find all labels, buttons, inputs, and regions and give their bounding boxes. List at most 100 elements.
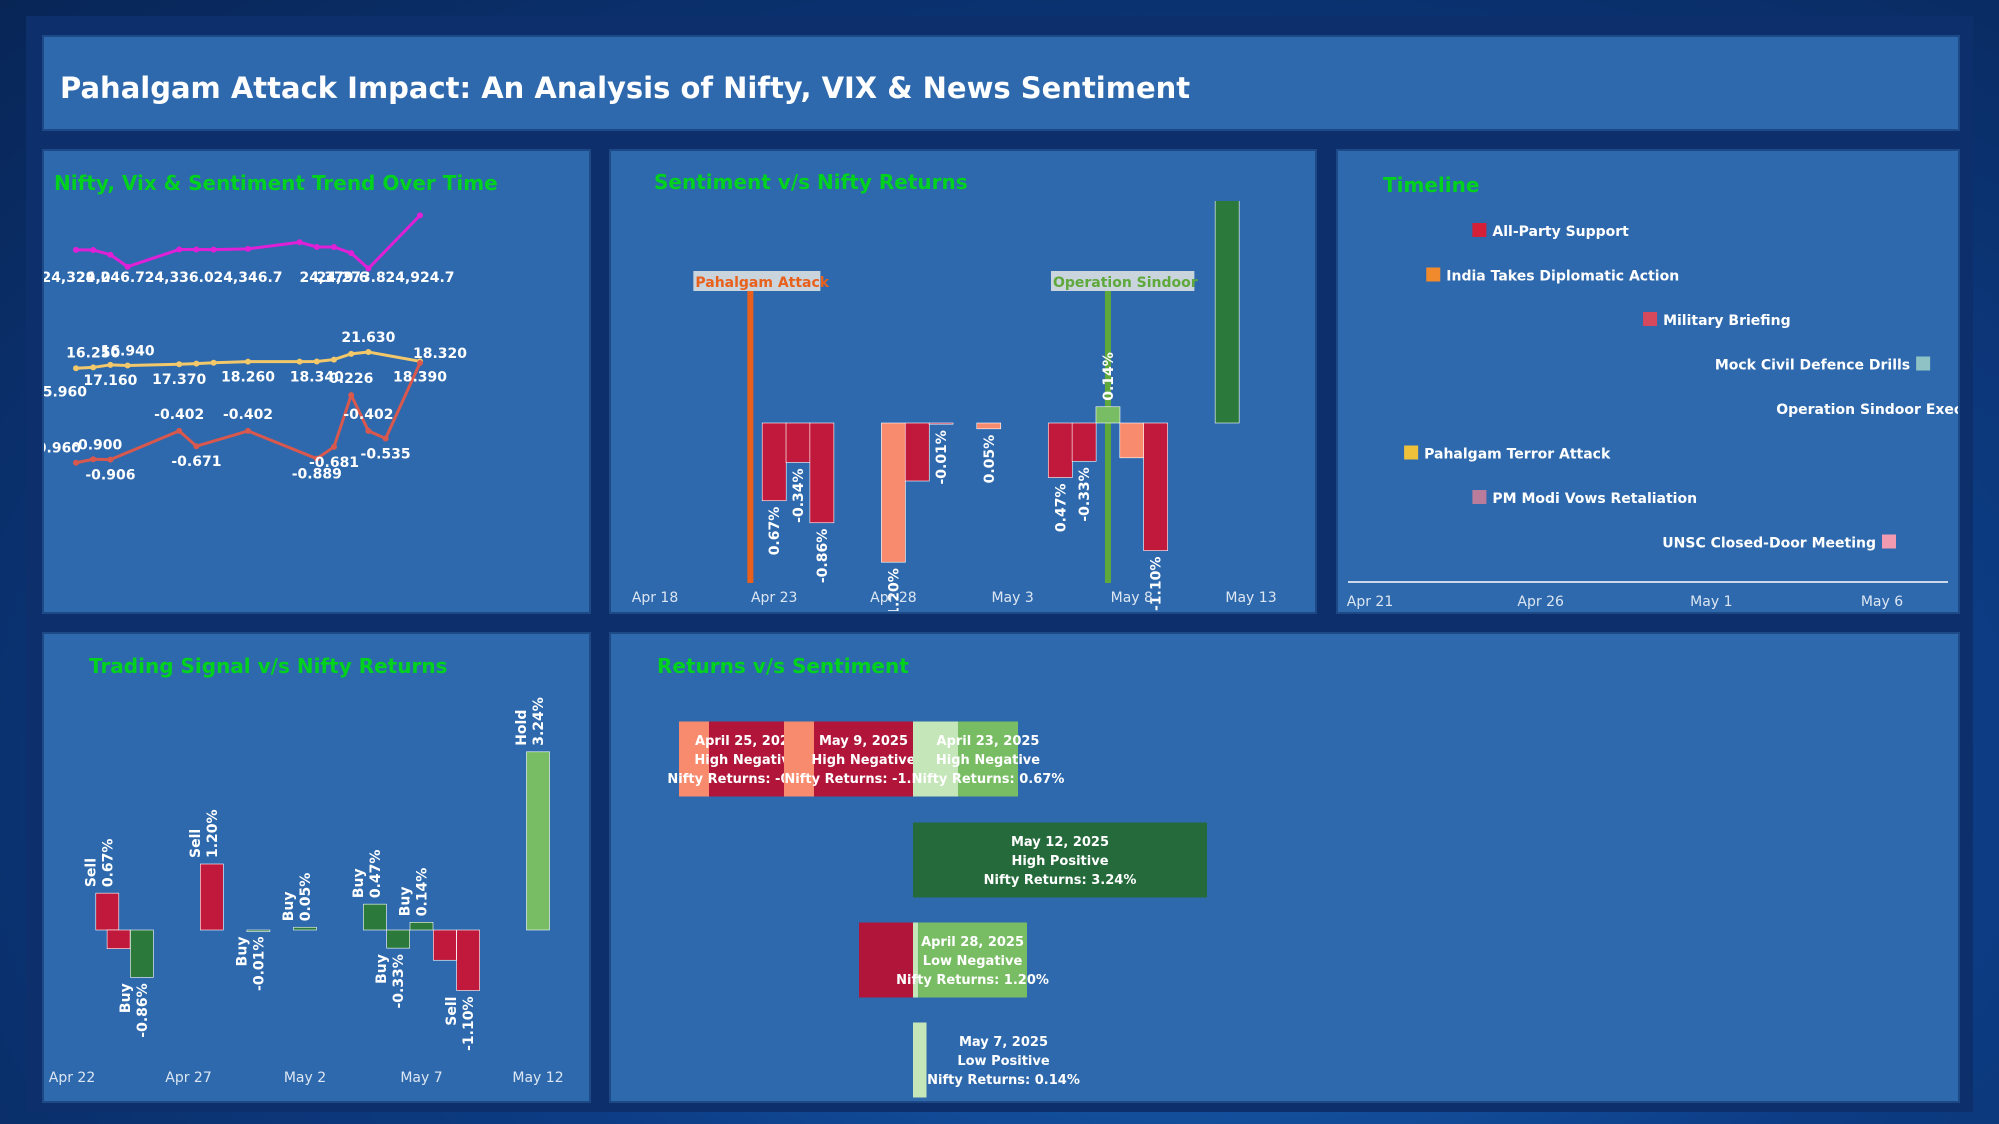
x-tick-label: Apr 22	[49, 1070, 95, 1086]
header-panel: Pahalgam Attack Impact: An Analysis of N…	[42, 35, 1960, 131]
vix-data-label: 18.340	[290, 369, 344, 385]
returns-sentiment-label: April 25, 2025	[695, 734, 798, 749]
x-tick-label: May 8	[1111, 590, 1153, 606]
nifty-point	[73, 246, 79, 253]
sentiment-end-label: 18.320	[413, 346, 467, 362]
nifty-point	[193, 246, 200, 253]
trading-signal-bar	[200, 863, 224, 931]
x-tick-label: Apr 18	[632, 590, 678, 606]
x-tick-label: May 6	[1861, 594, 1903, 610]
sentiment-return-label: -0.34%	[791, 468, 807, 522]
nifty-point	[124, 263, 131, 270]
page-title: Pahalgam Attack Impact: An Analysis of N…	[60, 71, 1191, 105]
sentiment-data-label: 0.226	[329, 371, 373, 387]
returns-sentiment-segment	[859, 922, 913, 998]
x-tick-label: Apr 27	[165, 1070, 211, 1086]
trading-signal-bar	[293, 926, 317, 931]
x-tick-label: May 13	[1225, 590, 1276, 606]
vix-point	[331, 356, 337, 363]
timeline-event-label: PM Modi Vows Retaliation	[1492, 491, 1697, 507]
timeline-event-label: Operation Sindoor Executed	[1776, 402, 1958, 418]
vix-point	[296, 358, 303, 365]
returns-sentiment-label: High Negative	[811, 753, 915, 768]
returns-sentiment-segment	[913, 1022, 927, 1098]
returns-sentiment-label: High Negative	[936, 753, 1040, 768]
vix-data-label: 17.160	[83, 373, 137, 389]
timeline-event-marker	[1472, 490, 1487, 504]
reference-label-box	[1050, 271, 1195, 291]
trading-signal-label: Sell	[444, 997, 460, 1026]
vix-data-label: 16.940	[101, 343, 155, 359]
nifty-point	[313, 243, 320, 250]
sentiment-return-label: 0.14%	[1101, 352, 1117, 401]
returns-sentiment-segment	[958, 721, 1018, 797]
nifty-data-label: 24,924.7	[385, 270, 454, 286]
returns-sentiment-label: Low Positive	[957, 1054, 1050, 1069]
sentiment-point	[193, 443, 200, 450]
timeline-event-marker	[1404, 445, 1419, 460]
vix-point	[193, 360, 200, 367]
sentiment-returns-panel: Sentiment v/s Nifty Returns Pahalgam Att…	[609, 149, 1317, 614]
nifty-point	[296, 239, 303, 246]
vix-data-label: 16.250	[66, 345, 120, 361]
trading-signal-bar	[106, 929, 131, 950]
reference-label-box	[693, 271, 821, 291]
returns-sentiment-segment	[709, 721, 784, 797]
sentiment-return-label: -1.10%	[1149, 557, 1165, 611]
returns-sentiment-segment	[918, 922, 1027, 998]
returns-sentiment-label: High Positive	[1011, 854, 1108, 869]
timeline-event-label: Mock Civil Defence Drills	[1715, 358, 1910, 374]
returns-sentiment-segment	[913, 721, 958, 797]
sentiment-return-label: 0.47%	[1053, 484, 1069, 533]
returns-sentiment-label: Nifty Returns: 3.24%	[984, 873, 1137, 888]
vix-point	[365, 349, 372, 356]
vix-data-label: 18.390	[393, 369, 447, 385]
sentiment-point	[417, 360, 423, 366]
trading-signal-bar	[246, 929, 271, 932]
sentiment-point	[331, 443, 337, 450]
x-tick-label: Apr 23	[751, 590, 797, 606]
trading-signal-bar	[95, 892, 120, 931]
trading-signal-bar	[386, 929, 411, 949]
x-tick-label: Apr 21	[1347, 594, 1393, 610]
reference-label: Pahalgam Attack	[695, 275, 829, 291]
vix-point	[90, 364, 97, 371]
sentiment-return-bar	[809, 422, 835, 524]
trading-signal-label: Buy	[398, 887, 414, 917]
returns-sentiment-label: May 9, 2025	[819, 734, 908, 749]
vix-point	[313, 358, 320, 365]
timeline-event-marker	[1472, 223, 1487, 237]
nifty-data-label: 24,273.8	[317, 270, 386, 286]
returns-sentiment-label: Nifty Returns: -1.10%	[784, 772, 942, 787]
trading-signal-label: Sell	[188, 829, 204, 858]
trading-return-label: -0.33%	[391, 954, 407, 1008]
x-tick-label: May 3	[991, 590, 1033, 606]
trend-chart: 24,329.024,246.7 24,336.0 24,346.7 24,379.6…	[44, 212, 467, 484]
trading-return-label: -0.86%	[135, 983, 151, 1037]
nifty-point	[90, 246, 97, 253]
sentiment-return-bar	[881, 422, 906, 563]
sentiment-point	[245, 427, 251, 434]
returns-sentiment-chart: April 25, 2025 High Negative Nifty Returns…	[667, 721, 1207, 1098]
sentiment-data-label: -0.402	[223, 407, 273, 423]
sentiment-data-label: -0.900	[72, 437, 122, 453]
nifty-data-label: 24,346.7	[213, 270, 282, 286]
vix-data-label: 15.960	[44, 384, 87, 400]
returns-sentiment-segment	[913, 822, 1207, 898]
returns-sentiment-label: Nifty Returns: 0.14%	[927, 1073, 1080, 1088]
sentiment-data-label: -0.535	[361, 446, 411, 462]
trading-signal-bar	[432, 929, 457, 961]
returns-sentiment-segment	[913, 922, 919, 998]
returns-sentiment-segment	[679, 721, 709, 797]
timeline-chart: All-Party Support India Takes Diplomatic …	[1347, 223, 1958, 610]
sentiment-point	[365, 427, 372, 434]
sentiment-return-bar	[1214, 201, 1240, 424]
vix-data-label: 21.630	[341, 330, 395, 346]
nifty-point	[417, 212, 423, 219]
trading-signal-label: Buy	[118, 983, 134, 1013]
trading-title: Trading Signal v/s Nifty Returns	[89, 654, 448, 678]
sentiment-return-bar	[1047, 422, 1073, 478]
sentiment-point	[107, 456, 114, 463]
sentiment-return-bar	[761, 422, 787, 502]
timeline-event-label: Pahalgam Terror Attack	[1424, 447, 1611, 463]
